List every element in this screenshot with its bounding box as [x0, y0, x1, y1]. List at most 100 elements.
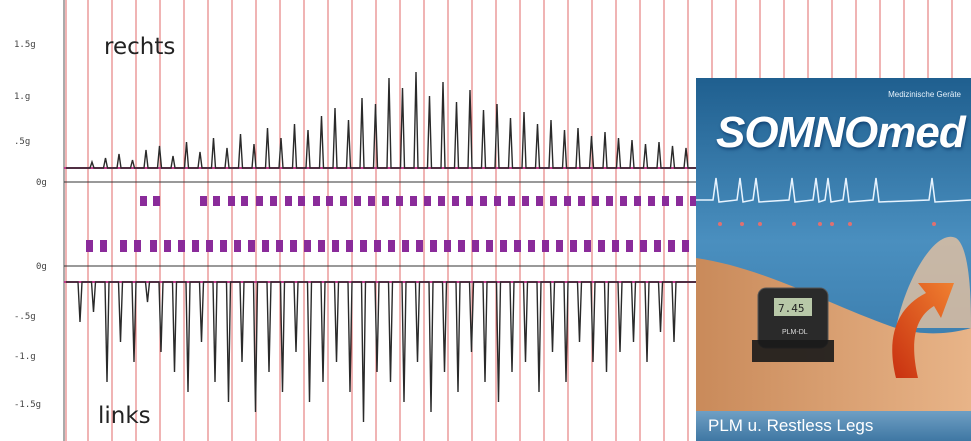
bottom-event-marker-6	[178, 240, 185, 252]
card-caption: PLM u. Restless Legs	[696, 411, 971, 441]
top-event-marker-18	[424, 196, 431, 206]
y-tick-top-3: 0g	[36, 178, 47, 188]
bottom-event-marker-24	[430, 240, 437, 252]
top-event-marker-7	[270, 196, 277, 206]
bottom-event-marker-22	[402, 240, 409, 252]
bottom-event-marker-41	[668, 240, 675, 252]
top-event-marker-19	[438, 196, 445, 206]
top-event-marker-9	[298, 196, 305, 206]
top-event-marker-27	[550, 196, 557, 206]
bottom-event-marker-18	[346, 240, 353, 252]
bottom-event-marker-39	[640, 240, 647, 252]
bottom-event-marker-28	[486, 240, 493, 252]
top-event-marker-23	[494, 196, 501, 206]
product-illustration: 7.45 PLM-DL	[696, 78, 971, 441]
y-tick-bottom-1: -.5g	[14, 312, 36, 322]
top-event-marker-21	[466, 196, 473, 206]
bottom-event-marker-36	[598, 240, 605, 252]
top-event-marker-5	[241, 196, 248, 206]
bottom-event-marker-33	[556, 240, 563, 252]
bottom-event-marker-25	[444, 240, 451, 252]
brand-logo: SOMNOmed	[716, 108, 966, 157]
trace-label-right-leg: rechts	[104, 34, 176, 60]
bottom-event-marker-9	[220, 240, 227, 252]
top-event-marker-33	[634, 196, 641, 206]
bottom-event-marker-0	[86, 240, 93, 252]
top-event-marker-31	[606, 196, 613, 206]
mini-marker-4	[818, 222, 822, 226]
top-event-marker-10	[313, 196, 320, 206]
top-event-marker-25	[522, 196, 529, 206]
card-subtitle: Medizinische Geräte	[888, 90, 961, 99]
mini-marker-0	[718, 222, 722, 226]
top-event-marker-35	[662, 196, 669, 206]
bottom-event-marker-34	[570, 240, 577, 252]
motion-arrow-icon	[892, 283, 954, 378]
y-tick-bottom-0: 0g	[36, 262, 47, 272]
top-event-marker-0	[140, 196, 147, 206]
bottom-event-marker-27	[472, 240, 479, 252]
bottom-event-marker-29	[500, 240, 507, 252]
trace-label-left-leg: links	[98, 403, 151, 429]
top-event-marker-26	[536, 196, 543, 206]
top-event-marker-11	[326, 196, 333, 206]
bottom-event-marker-37	[612, 240, 619, 252]
bottom-event-marker-2	[120, 240, 127, 252]
device-strap	[752, 340, 834, 362]
bottom-event-marker-30	[514, 240, 521, 252]
mini-spike-trace	[696, 177, 971, 204]
top-event-marker-16	[396, 196, 403, 206]
bottom-event-marker-38	[626, 240, 633, 252]
top-event-marker-36	[676, 196, 683, 206]
bottom-event-marker-14	[290, 240, 297, 252]
bottom-event-marker-10	[234, 240, 241, 252]
top-event-marker-24	[508, 196, 515, 206]
mini-marker-1	[740, 222, 744, 226]
top-event-marker-29	[578, 196, 585, 206]
y-tick-bottom-2: -1.g	[14, 352, 36, 362]
device-screen-text: 7.45	[778, 302, 805, 315]
top-event-marker-12	[340, 196, 347, 206]
mini-marker-5	[830, 222, 834, 226]
somnomed-product-card: 7.45 PLM-DL Medizinische Geräte SOMNOmed …	[696, 78, 971, 441]
top-event-marker-32	[620, 196, 627, 206]
bottom-event-marker-21	[388, 240, 395, 252]
bottom-event-marker-16	[318, 240, 325, 252]
top-trace-signal	[66, 71, 700, 169]
bottom-event-marker-17	[332, 240, 339, 252]
top-event-marker-34	[648, 196, 655, 206]
bottom-event-marker-12	[262, 240, 269, 252]
bottom-event-marker-32	[542, 240, 549, 252]
bottom-trace-signal	[66, 281, 700, 423]
bottom-event-marker-42	[682, 240, 689, 252]
top-event-marker-13	[354, 196, 361, 206]
bottom-event-marker-20	[374, 240, 381, 252]
top-event-marker-28	[564, 196, 571, 206]
bottom-event-marker-4	[150, 240, 157, 252]
bottom-event-marker-31	[528, 240, 535, 252]
wrist-device-icon	[757, 287, 829, 349]
y-tick-bottom-3: -1.5g	[14, 400, 42, 410]
top-event-marker-3	[213, 196, 220, 206]
mini-marker-6	[848, 222, 852, 226]
mini-marker-3	[792, 222, 796, 226]
bottom-event-marker-40	[654, 240, 661, 252]
bottom-event-marker-5	[164, 240, 171, 252]
bottom-event-marker-35	[584, 240, 591, 252]
top-event-marker-14	[368, 196, 375, 206]
top-event-marker-1	[153, 196, 160, 206]
bottom-event-marker-13	[276, 240, 283, 252]
bottom-event-marker-11	[248, 240, 255, 252]
bottom-event-marker-15	[304, 240, 311, 252]
y-tick-top-2: .5g	[14, 137, 31, 147]
mini-marker-7	[932, 222, 936, 226]
bottom-event-marker-19	[360, 240, 367, 252]
top-event-marker-4	[228, 196, 235, 206]
top-event-marker-22	[480, 196, 487, 206]
device-screen	[774, 298, 812, 316]
bottom-event-marker-8	[206, 240, 213, 252]
bottom-event-marker-26	[458, 240, 465, 252]
top-event-marker-15	[382, 196, 389, 206]
top-event-marker-8	[285, 196, 292, 206]
